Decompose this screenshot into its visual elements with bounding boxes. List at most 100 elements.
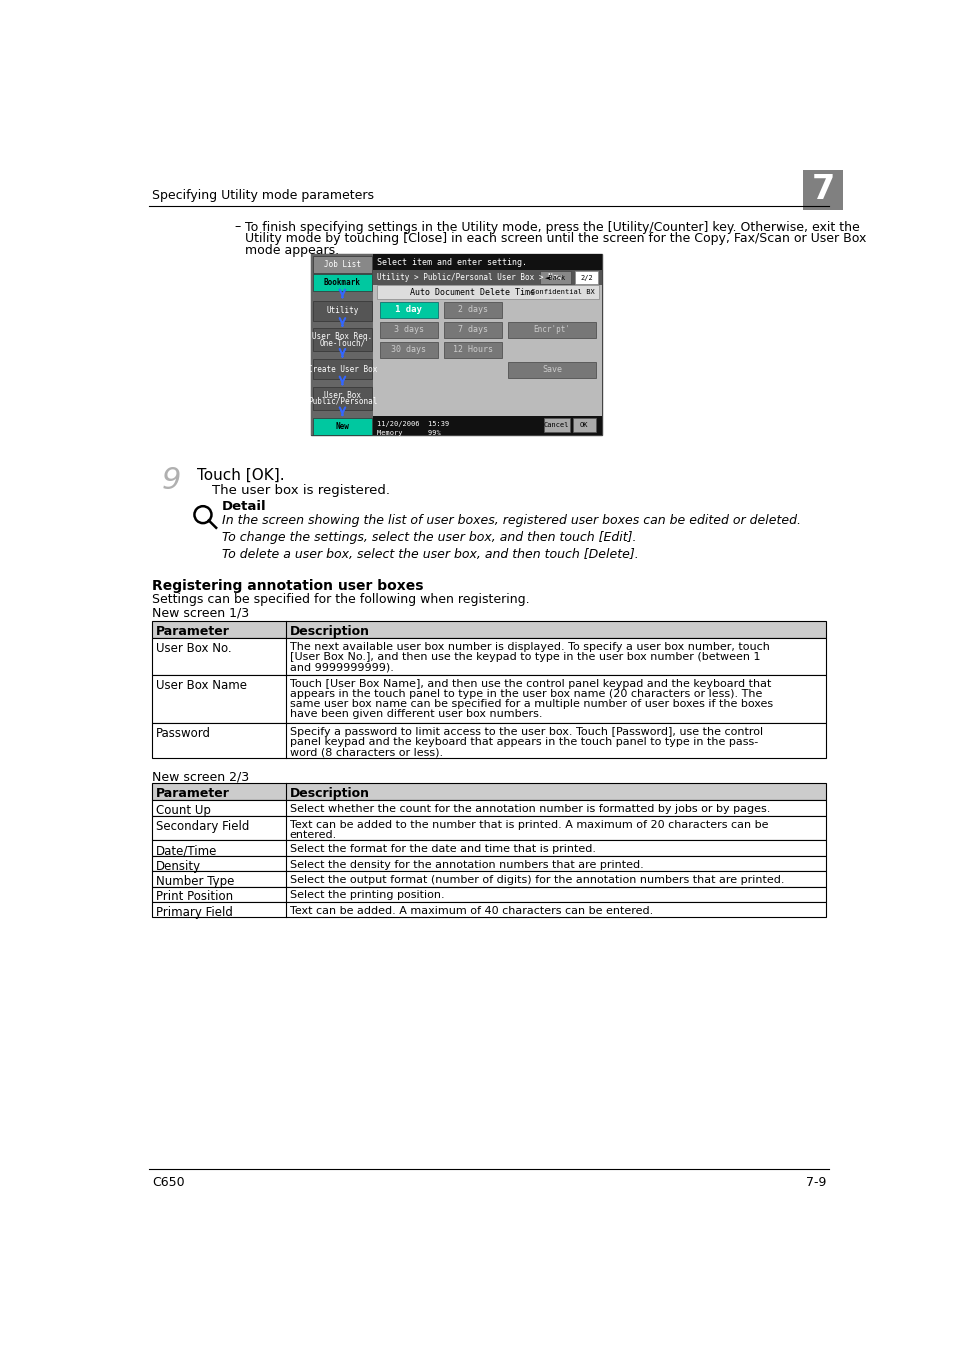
Text: Select the printing position.: Select the printing position.: [290, 891, 444, 900]
Text: Utility > Public/Personal User Box > New: Utility > Public/Personal User Box > New: [377, 273, 561, 282]
Text: [User Box No.], and then use the keypad to type in the user box number (between : [User Box No.], and then use the keypad …: [290, 652, 760, 663]
Text: 11/20/2006  15:39: 11/20/2006 15:39: [377, 421, 449, 427]
Bar: [152, 722, 825, 757]
Text: 7-9: 7-9: [805, 1176, 825, 1189]
Bar: [313, 359, 372, 379]
Bar: [313, 274, 372, 292]
Text: same user box name can be specified for a multiple number of user boxes if the b: same user box name can be specified for …: [290, 699, 772, 710]
Text: To finish specifying settings in the Utility mode, press the [Utility/Counter] k: To finish specifying settings in the Uti…: [245, 220, 859, 234]
Text: panel keypad and the keyboard that appears in the touch panel to type in the pas: panel keypad and the keyboard that appea…: [290, 737, 758, 747]
Text: Primary Field: Primary Field: [155, 906, 233, 919]
Text: Select item and enter setting.: Select item and enter setting.: [377, 258, 527, 266]
Text: Select the density for the annotation numbers that are printed.: Select the density for the annotation nu…: [290, 860, 643, 869]
Text: Text can be added. A maximum of 40 characters can be entered.: Text can be added. A maximum of 40 chara…: [290, 906, 652, 915]
Text: Utility: Utility: [326, 306, 358, 315]
Text: appears in the touch panel to type in the user box name (20 characters or less).: appears in the touch panel to type in th…: [290, 690, 761, 699]
Text: 30 days: 30 days: [391, 346, 426, 355]
Text: New: New: [335, 421, 349, 431]
Text: Cancel: Cancel: [543, 421, 569, 428]
Bar: [373, 285, 601, 416]
Text: Password: Password: [155, 728, 211, 740]
Text: 12 Hours: 12 Hours: [453, 346, 493, 355]
Bar: [376, 285, 598, 300]
Text: Text can be added to the number that is printed. A maximum of 20 characters can : Text can be added to the number that is …: [290, 819, 767, 830]
Text: User Box: User Box: [324, 390, 360, 400]
Bar: [152, 887, 825, 902]
Text: ◄Back: ◄Back: [544, 274, 566, 281]
Text: Job List: Job List: [324, 261, 360, 269]
Bar: [311, 254, 601, 435]
Text: Encr'pt': Encr'pt': [533, 325, 570, 335]
Bar: [443, 323, 501, 338]
Text: New screen 2/3: New screen 2/3: [152, 771, 249, 783]
Text: Select whether the count for the annotation number is formatted by jobs or by pa: Select whether the count for the annotat…: [290, 805, 769, 814]
Text: 1 day: 1 day: [395, 305, 422, 315]
Bar: [379, 342, 437, 358]
Text: Utility mode by touching [Close] in each screen until the screen for the Copy, F: Utility mode by touching [Close] in each…: [245, 232, 865, 246]
Bar: [373, 270, 601, 285]
Bar: [152, 871, 825, 887]
Text: mode appears.: mode appears.: [245, 243, 338, 256]
Text: Select the format for the date and time that is printed.: Select the format for the date and time …: [290, 844, 595, 855]
Text: User Box Name: User Box Name: [155, 679, 247, 693]
Bar: [443, 302, 501, 317]
Text: Auto Document Delete Time: Auto Document Delete Time: [410, 288, 535, 297]
Bar: [313, 301, 372, 320]
Bar: [508, 323, 596, 338]
Bar: [802, 170, 842, 209]
Text: Description: Description: [290, 787, 370, 801]
Text: –: –: [233, 220, 240, 234]
Bar: [152, 783, 825, 801]
Bar: [508, 362, 596, 378]
Text: Density: Density: [155, 860, 200, 872]
Text: have been given different user box numbers.: have been given different user box numbe…: [290, 710, 541, 720]
Bar: [543, 417, 569, 432]
Text: C650: C650: [152, 1176, 184, 1189]
Bar: [379, 302, 437, 317]
Text: 7 days: 7 days: [457, 325, 488, 335]
Text: 2/2: 2/2: [579, 274, 593, 281]
Text: User Box Req.: User Box Req.: [312, 332, 372, 342]
Bar: [373, 416, 601, 435]
Text: word (8 characters or less).: word (8 characters or less).: [290, 747, 442, 757]
Text: Specifying Utility mode parameters: Specifying Utility mode parameters: [152, 189, 374, 201]
Text: Detail: Detail: [221, 500, 266, 513]
Text: Create User Box: Create User Box: [308, 364, 376, 374]
Text: Public/Personal: Public/Personal: [308, 397, 376, 406]
Bar: [152, 840, 825, 856]
Bar: [152, 815, 825, 840]
Text: Registering annotation user boxes: Registering annotation user boxes: [152, 579, 423, 593]
Text: Parameter: Parameter: [155, 787, 230, 801]
Text: To change the settings, select the user box, and then touch [Edit].: To change the settings, select the user …: [221, 531, 636, 544]
Bar: [313, 256, 372, 273]
Bar: [152, 621, 825, 637]
Text: Touch [User Box Name], and then use the control panel keypad and the keyboard th: Touch [User Box Name], and then use the …: [290, 679, 770, 690]
Bar: [152, 902, 825, 918]
Text: Number Type: Number Type: [155, 875, 233, 888]
Text: Secondary Field: Secondary Field: [155, 819, 249, 833]
Text: Count Up: Count Up: [155, 805, 211, 817]
Bar: [152, 675, 825, 722]
Text: New screen 1/3: New screen 1/3: [152, 606, 249, 620]
Text: The user box is registered.: The user box is registered.: [212, 483, 390, 497]
Text: In the screen showing the list of user boxes, registered user boxes can be edite: In the screen showing the list of user b…: [221, 514, 800, 526]
Bar: [313, 328, 372, 351]
Bar: [313, 387, 372, 410]
Text: Save: Save: [541, 366, 561, 374]
Text: Print Position: Print Position: [155, 891, 233, 903]
Bar: [373, 254, 601, 270]
Text: Settings can be specified for the following when registering.: Settings can be specified for the follow…: [152, 593, 529, 606]
Text: Touch [OK].: Touch [OK].: [196, 467, 284, 483]
Text: and 9999999999).: and 9999999999).: [290, 663, 394, 672]
Text: One-Touch/: One-Touch/: [319, 339, 365, 347]
Text: Memory      99%: Memory 99%: [377, 431, 440, 436]
Text: 3 days: 3 days: [394, 325, 423, 335]
Bar: [575, 271, 598, 284]
Text: Description: Description: [290, 625, 370, 637]
Text: Confidential BX: Confidential BX: [530, 289, 594, 296]
Text: OK: OK: [579, 421, 588, 428]
Bar: [572, 417, 596, 432]
Bar: [152, 856, 825, 871]
Bar: [152, 801, 825, 815]
Text: 2 days: 2 days: [457, 305, 488, 315]
